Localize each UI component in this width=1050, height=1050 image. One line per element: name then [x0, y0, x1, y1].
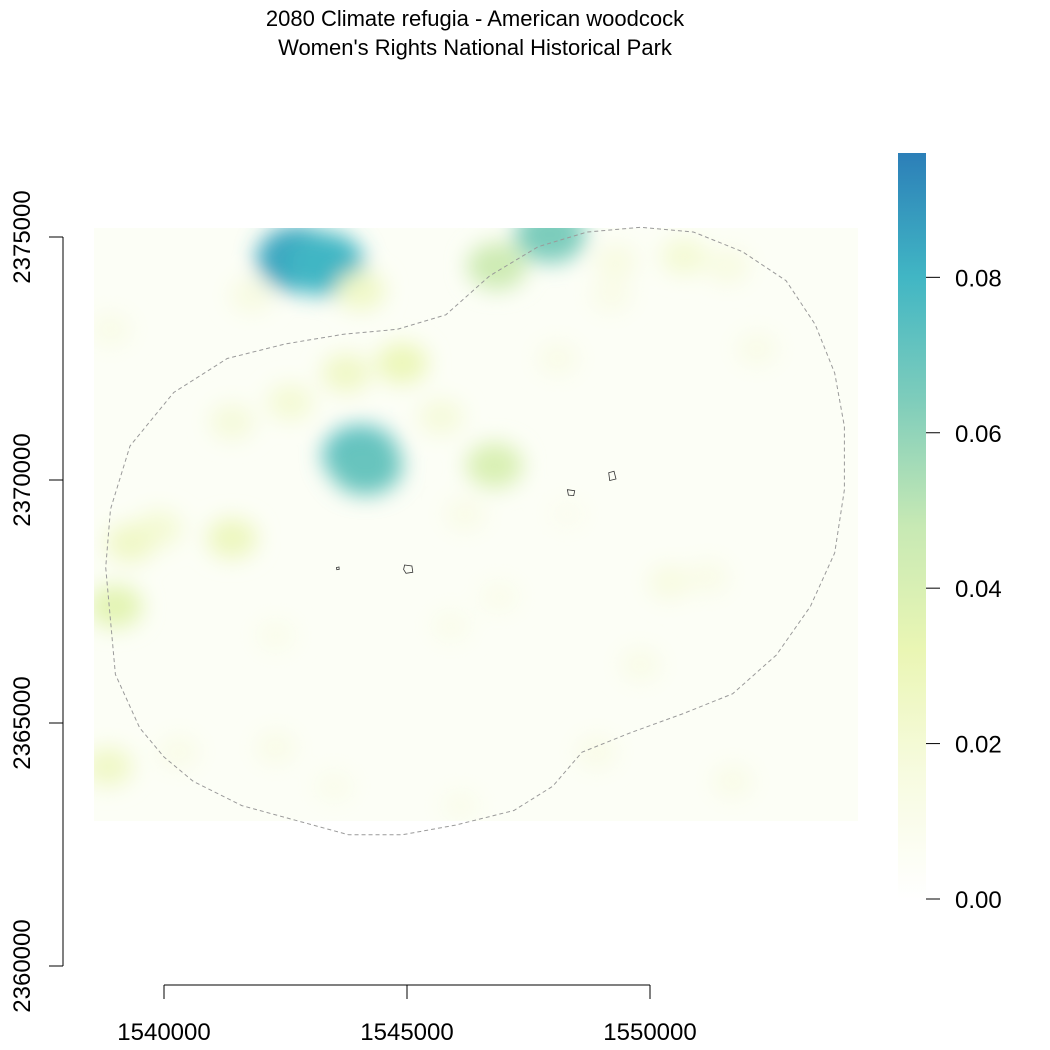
raster-patch — [515, 228, 586, 263]
raster-patch — [209, 403, 255, 440]
y-tick-label: 2360000 — [9, 919, 36, 1012]
raster-patch — [736, 332, 778, 366]
raster-patch — [267, 383, 314, 421]
refugia-raster — [94, 228, 858, 821]
raster-patch — [594, 243, 638, 279]
raster-patch — [465, 442, 523, 489]
y-tick-label: 2365000 — [9, 676, 36, 769]
raster-patch — [467, 242, 527, 291]
x-tick-label: 1545000 — [360, 1019, 453, 1046]
raster-patch — [254, 730, 297, 764]
raster-patch — [687, 560, 730, 594]
legend-color-bar — [898, 153, 926, 899]
raster-patch — [647, 564, 692, 600]
y-tick-label: 2375000 — [9, 190, 36, 283]
park-unit-outline — [336, 566, 340, 571]
raster-patch — [328, 436, 403, 495]
raster-patch — [206, 518, 258, 559]
x-tick-label: 1550000 — [603, 1019, 696, 1046]
raster-patch — [536, 341, 579, 376]
legend-tick-label: 0.06 — [955, 421, 1002, 448]
park-unit-outline — [566, 489, 576, 497]
raster-patch — [590, 278, 632, 312]
raster-patch — [575, 735, 618, 769]
chart-title-line1: 2080 Climate refugia - American woodcock — [265, 6, 685, 31]
raster-patch — [94, 312, 132, 346]
raster-patch — [479, 580, 520, 613]
buffer-boundary — [105, 226, 845, 836]
raster-patch — [711, 764, 754, 798]
raster-patch — [661, 238, 708, 275]
raster-patch — [105, 523, 155, 563]
park-unit-outline — [608, 470, 617, 481]
raster-patch — [706, 248, 750, 284]
raster-patch — [336, 270, 386, 310]
legend-tick-label: 0.04 — [955, 576, 1002, 603]
raster-patch — [157, 735, 200, 769]
raster-patch — [321, 353, 371, 393]
park-unit-outline — [403, 564, 414, 574]
raster-patch — [430, 609, 471, 642]
y-tick-label: 2370000 — [9, 433, 36, 526]
raster-patch — [547, 498, 588, 530]
chart-title-line2: Women's Rights National Historical Park — [278, 35, 672, 60]
raster-patch — [376, 342, 428, 384]
raster-patch — [440, 789, 481, 821]
raster-patch — [619, 648, 662, 682]
raster-patch — [255, 619, 297, 652]
legend-tick-label: 0.00 — [955, 887, 1002, 914]
raster-patch — [94, 584, 143, 629]
legend-tick-label: 0.08 — [955, 265, 1002, 292]
raster-patch — [313, 769, 355, 803]
x-tick-label: 1540000 — [117, 1019, 210, 1046]
raster-patch — [418, 398, 464, 435]
raster-patch — [94, 747, 133, 787]
raster-patch — [229, 278, 274, 313]
legend-tick-label: 0.02 — [955, 732, 1002, 759]
raster-patch — [444, 497, 487, 531]
